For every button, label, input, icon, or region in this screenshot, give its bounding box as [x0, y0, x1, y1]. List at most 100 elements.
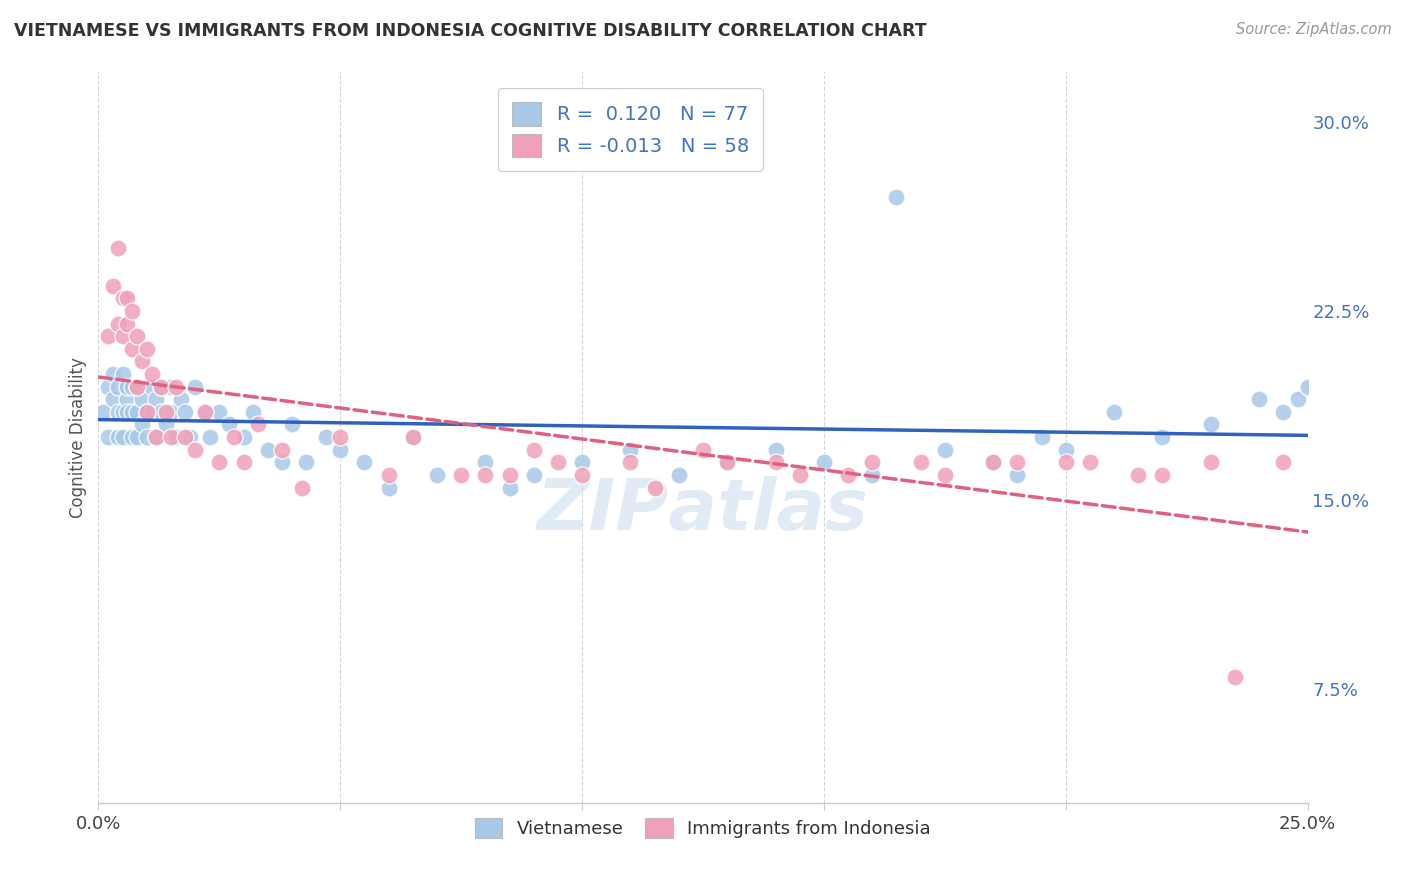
Point [97, 430, 120, 444]
Point [145, 392, 167, 407]
Point [208, 455, 231, 469]
Point [571, 455, 593, 469]
Point [127, 379, 149, 393]
Point [474, 467, 496, 482]
Point [934, 467, 956, 482]
Point [184, 379, 207, 393]
Point [141, 405, 163, 419]
Point [498, 467, 520, 482]
Point [981, 455, 1004, 469]
Point [886, 190, 908, 204]
Point [716, 455, 738, 469]
Point [1102, 405, 1125, 419]
Point [107, 379, 129, 393]
Point [194, 405, 217, 419]
Point [160, 430, 183, 444]
Point [619, 455, 641, 469]
Point [121, 342, 143, 356]
Point [218, 417, 240, 432]
Point [981, 455, 1004, 469]
Point [547, 455, 569, 469]
Point [1128, 467, 1150, 482]
Point [141, 379, 163, 393]
Point [860, 467, 883, 482]
Point [1249, 392, 1271, 407]
Point [377, 467, 399, 482]
Point [271, 455, 294, 469]
Point [184, 442, 207, 457]
Point [329, 442, 352, 457]
Point [117, 379, 139, 393]
Point [107, 430, 129, 444]
Point [860, 455, 883, 469]
Point [111, 367, 134, 381]
Point [232, 430, 254, 444]
Point [101, 392, 124, 407]
Point [716, 455, 738, 469]
Point [174, 405, 197, 419]
Point [837, 467, 859, 482]
Point [101, 367, 124, 381]
Point [131, 417, 153, 432]
Text: ZIP​atlas: ZIP​atlas [537, 475, 869, 545]
Point [117, 392, 139, 407]
Point [242, 405, 264, 419]
Point [1007, 467, 1029, 482]
Point [644, 481, 666, 495]
Point [145, 430, 167, 444]
Point [1152, 430, 1174, 444]
Point [135, 405, 157, 419]
Point [934, 442, 956, 457]
Point [315, 430, 337, 444]
Point [179, 430, 201, 444]
Point [111, 405, 134, 419]
Point [165, 430, 187, 444]
Point [571, 467, 593, 482]
Point [111, 291, 134, 305]
Point [765, 442, 787, 457]
Point [402, 430, 425, 444]
Point [1296, 379, 1319, 393]
Point [1031, 430, 1053, 444]
Point [150, 379, 173, 393]
Point [169, 392, 191, 407]
Point [117, 291, 139, 305]
Point [271, 442, 294, 457]
Point [619, 442, 641, 457]
Point [155, 417, 177, 432]
Point [97, 329, 120, 343]
Point [127, 405, 149, 419]
Point [256, 442, 278, 457]
Point [232, 455, 254, 469]
Text: Source: ZipAtlas.com: Source: ZipAtlas.com [1236, 22, 1392, 37]
Point [247, 417, 270, 432]
Point [135, 342, 157, 356]
Point [402, 430, 425, 444]
Point [107, 317, 129, 331]
Point [222, 430, 245, 444]
Point [135, 430, 157, 444]
Point [131, 354, 153, 368]
Point [813, 455, 835, 469]
Point [111, 430, 134, 444]
Point [789, 467, 811, 482]
Point [155, 405, 177, 419]
Point [165, 379, 187, 393]
Point [121, 405, 143, 419]
Legend: Vietnamese, Immigrants from Indonesia: Vietnamese, Immigrants from Indonesia [468, 811, 938, 845]
Point [127, 329, 149, 343]
Point [150, 379, 173, 393]
Point [1223, 670, 1246, 684]
Point [150, 405, 173, 419]
Point [1054, 455, 1077, 469]
Point [107, 405, 129, 419]
Point [910, 455, 932, 469]
Point [127, 430, 149, 444]
Point [141, 367, 163, 381]
Point [353, 455, 375, 469]
Point [474, 455, 496, 469]
Point [160, 405, 183, 419]
Point [1286, 392, 1309, 407]
Point [174, 430, 197, 444]
Point [97, 379, 120, 393]
